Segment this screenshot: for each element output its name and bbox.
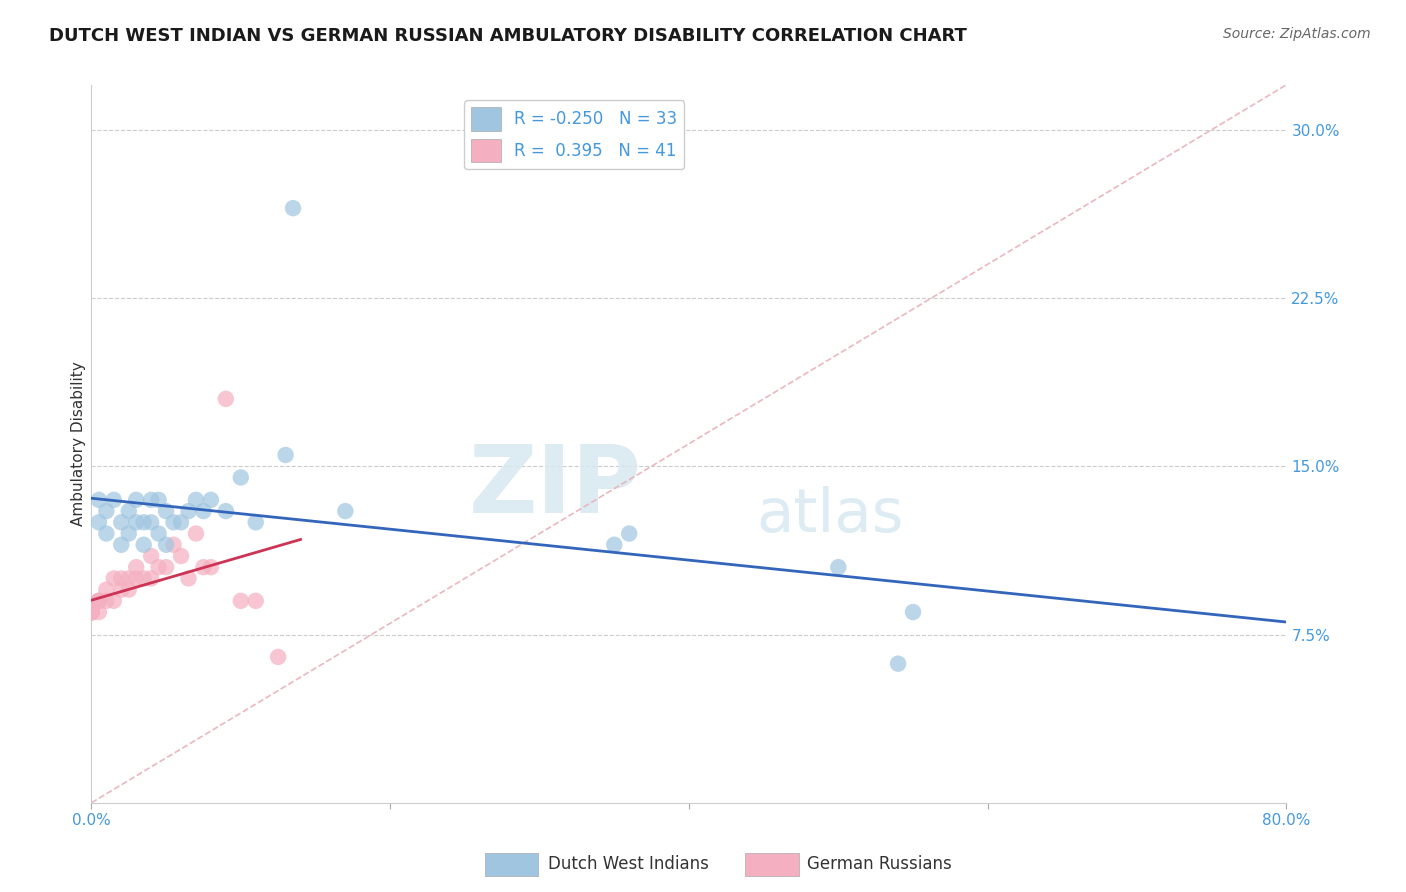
Point	[118, 504, 141, 518]
Point	[125, 492, 148, 507]
Point	[87, 605, 110, 619]
Point	[80, 605, 103, 619]
Point	[80, 605, 103, 619]
Point	[148, 560, 170, 574]
Point	[125, 560, 148, 574]
Point	[96, 582, 118, 597]
Point	[87, 594, 110, 608]
Text: Source: ZipAtlas.com: Source: ZipAtlas.com	[1223, 27, 1371, 41]
Point	[193, 504, 215, 518]
Point	[148, 526, 170, 541]
Point	[193, 560, 215, 574]
Point	[80, 605, 103, 619]
Point	[215, 504, 238, 518]
Point	[118, 526, 141, 541]
Point	[110, 571, 132, 585]
Point	[87, 516, 110, 530]
Text: German Russians: German Russians	[807, 855, 952, 873]
Point	[155, 560, 177, 574]
Point	[87, 492, 110, 507]
Point	[141, 549, 163, 563]
Point	[132, 571, 155, 585]
Point	[245, 516, 267, 530]
Point	[184, 492, 207, 507]
Point	[103, 492, 125, 507]
Text: ZIP: ZIP	[468, 441, 641, 533]
Point	[125, 571, 148, 585]
Point	[80, 605, 103, 619]
Point	[267, 649, 290, 664]
Point	[118, 571, 141, 585]
Point	[110, 582, 132, 597]
Point	[162, 538, 184, 552]
Text: DUTCH WEST INDIAN VS GERMAN RUSSIAN AMBULATORY DISABILITY CORRELATION CHART: DUTCH WEST INDIAN VS GERMAN RUSSIAN AMBU…	[49, 27, 967, 45]
Point	[80, 605, 103, 619]
Point	[184, 526, 207, 541]
Y-axis label: Ambulatory Disability: Ambulatory Disability	[70, 361, 86, 526]
Point	[177, 571, 200, 585]
Point	[200, 492, 222, 507]
Point	[80, 605, 103, 619]
Point	[177, 504, 200, 518]
Point	[80, 605, 103, 619]
Point	[125, 516, 148, 530]
Point	[215, 392, 238, 406]
Point	[132, 538, 155, 552]
Point	[619, 526, 641, 541]
Point	[170, 549, 193, 563]
Point	[110, 538, 132, 552]
Point	[141, 571, 163, 585]
Point	[132, 516, 155, 530]
Text: atlas: atlas	[756, 486, 904, 545]
Point	[87, 594, 110, 608]
Point	[901, 605, 924, 619]
Point	[80, 605, 103, 619]
Point	[229, 594, 252, 608]
Point	[110, 516, 132, 530]
Point	[245, 594, 267, 608]
Point	[200, 560, 222, 574]
Point	[229, 470, 252, 484]
Point	[335, 504, 357, 518]
Point	[155, 538, 177, 552]
Point	[96, 594, 118, 608]
Legend: R = -0.250   N = 33, R =  0.395   N = 41: R = -0.250 N = 33, R = 0.395 N = 41	[464, 100, 685, 169]
Point	[80, 605, 103, 619]
Point	[170, 516, 193, 530]
Point	[118, 582, 141, 597]
Point	[80, 605, 103, 619]
Point	[162, 516, 184, 530]
Point	[96, 526, 118, 541]
Point	[141, 516, 163, 530]
Point	[103, 571, 125, 585]
Point	[141, 492, 163, 507]
Point	[148, 492, 170, 507]
Point	[827, 560, 849, 574]
Point	[155, 504, 177, 518]
Point	[80, 605, 103, 619]
Point	[603, 538, 626, 552]
Point	[887, 657, 910, 671]
Point	[80, 605, 103, 619]
Text: Dutch West Indians: Dutch West Indians	[548, 855, 709, 873]
Point	[103, 594, 125, 608]
Point	[87, 594, 110, 608]
Point	[96, 504, 118, 518]
Point	[274, 448, 297, 462]
Point	[281, 201, 304, 215]
